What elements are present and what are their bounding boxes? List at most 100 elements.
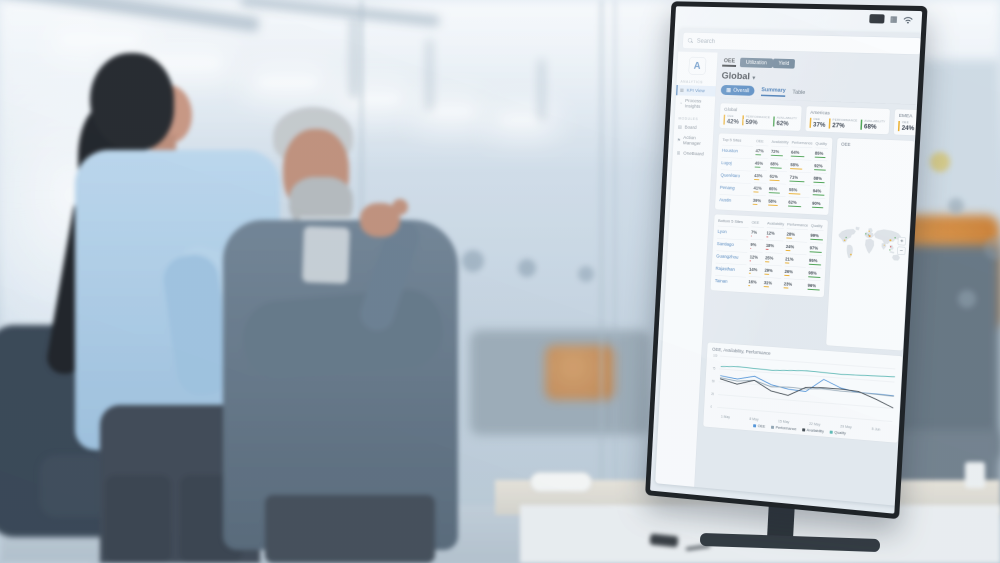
insights-icon: ◔ xyxy=(679,100,683,106)
x-tick-label: 5 Jun xyxy=(871,427,881,432)
cell-bar xyxy=(750,247,752,249)
site-link[interactable]: Querétaro xyxy=(720,169,752,182)
table-cell: 99% xyxy=(810,229,824,243)
kpi-metric-oee: OEE 24% xyxy=(897,120,915,132)
y-tick-label: 25 xyxy=(711,392,714,397)
kpi-metrics: OEE 42% Performance 59% Availability 62% xyxy=(723,114,798,128)
sidebar-item-label: Process Insights xyxy=(684,98,702,110)
site-link[interactable]: Houston xyxy=(721,144,753,157)
background-doorway xyxy=(920,60,1000,220)
main-content: OEE Utilization Yield Global ▾ ▦ Overall Su… xyxy=(695,53,923,506)
cell-bar xyxy=(808,263,822,266)
sidebar-item-action-manager[interactable]: ⚑ Action Manager xyxy=(673,132,713,149)
table-cell: 97% xyxy=(809,242,823,256)
site-link[interactable]: Rajasthan xyxy=(715,262,747,275)
tab-summary[interactable]: Summary xyxy=(761,86,786,97)
glass-dot xyxy=(462,250,484,272)
table-cell: 39% xyxy=(752,194,766,208)
sidebar-item-process-insights[interactable]: ◔ Process Insights xyxy=(675,95,715,112)
kpi-cards-row: Global OEE 42% Performance 59% Availability 62… xyxy=(718,102,923,139)
dashboard-window: Search A ANALYTICS ▦ KPI View ◔ Process Insi… xyxy=(655,27,923,507)
table-cell: 65% xyxy=(768,183,787,197)
cell-bar xyxy=(784,274,790,277)
kpi-region-label: Global xyxy=(723,106,738,113)
cell-value: 96% xyxy=(807,282,817,289)
table-cell: 85% xyxy=(814,147,829,161)
table-cell: 12% xyxy=(749,251,763,265)
cell-value: 16% xyxy=(748,279,757,285)
glass-dot-yellow xyxy=(930,152,950,172)
view-switcher-active[interactable]: OEE xyxy=(722,56,737,67)
table-cell: 29% xyxy=(764,264,782,279)
table-cell: 45% xyxy=(754,157,768,171)
tab-table[interactable]: Table xyxy=(792,89,805,95)
cell-value: 90% xyxy=(812,200,821,207)
wall-monitor: ▦ Search A ANALYTICS ▦ KPI xyxy=(645,1,928,520)
ceiling-pole xyxy=(540,60,543,120)
cell-value: 25% xyxy=(765,255,774,261)
map-marker-green[interactable] xyxy=(889,249,891,251)
site-link[interactable]: Penang xyxy=(719,181,751,194)
cell-value: 68% xyxy=(770,161,779,167)
legend-swatch xyxy=(829,430,833,434)
table-cell: 25% xyxy=(764,252,783,266)
chevron-down-icon[interactable]: ▾ xyxy=(752,74,756,81)
cell-value: 45% xyxy=(754,160,764,166)
cell-bar xyxy=(784,262,790,264)
kpi-metric-value: 27% xyxy=(832,121,845,130)
site-link[interactable]: Lyon xyxy=(717,225,749,238)
cell-bar xyxy=(753,191,759,193)
tab-overall[interactable]: ▦ Overall xyxy=(720,84,755,96)
site-link[interactable]: Austin xyxy=(718,194,751,207)
sidebar-item-oneboard[interactable]: ⊞ OneBoard xyxy=(673,148,713,160)
table-title: Top 5 Sites xyxy=(722,137,742,143)
site-link[interactable]: Tainan xyxy=(714,275,746,288)
view-button-yield[interactable]: Yield xyxy=(772,58,796,69)
table-cell: 96% xyxy=(807,279,821,294)
cell-bar xyxy=(749,260,752,262)
table-cell: 55% xyxy=(788,184,811,198)
cell-bar xyxy=(785,249,791,252)
tab-label: Summary xyxy=(761,86,786,94)
kpi-metric-oee: OEE 37% xyxy=(809,117,826,129)
kpi-grid-icon: ▦ xyxy=(679,87,685,93)
cell-value: 62% xyxy=(788,199,797,205)
map-zoom-controls: + − xyxy=(897,236,907,256)
man-lapel xyxy=(302,226,350,284)
cell-value: 29% xyxy=(764,267,773,274)
sites-table-bottom-5-sites: Bottom 5 Sites OEE Availability Performance… xyxy=(710,213,829,298)
sidebar-item-label: Action Manager xyxy=(682,134,701,147)
search-input[interactable]: Search xyxy=(682,32,922,55)
glass-dot xyxy=(578,266,594,282)
glass-edge xyxy=(600,0,603,500)
map-zoom-out-button[interactable]: − xyxy=(897,246,906,256)
tab-label: Overall xyxy=(733,87,750,94)
table-cell: 58% xyxy=(789,159,812,173)
site-link[interactable]: Guangzhou xyxy=(715,250,748,263)
site-link[interactable]: Santiago xyxy=(716,238,748,251)
x-tick-label: 15 May xyxy=(778,419,790,425)
sites-table-grid: Bottom 5 Sites OEE Availability Performance… xyxy=(714,218,824,294)
site-link[interactable]: Lugoj xyxy=(720,157,753,169)
kpi-card-americas: Americas OEE 37% Performance 27% Availability… xyxy=(804,105,891,135)
cell-value: 18% xyxy=(765,242,775,249)
map-zoom-in-button[interactable]: + xyxy=(897,236,907,246)
grid-icon: ▦ xyxy=(889,14,898,24)
view-button-utilization[interactable]: Utilization xyxy=(739,57,773,69)
cell-value: 92% xyxy=(814,163,823,169)
view-switcher: OEE Utilization Yield xyxy=(722,56,919,73)
glass-dot xyxy=(518,259,536,277)
cell-value: 65% xyxy=(768,186,778,192)
cell-value: 61% xyxy=(769,173,778,180)
cell-bar xyxy=(766,236,769,238)
site-tables-column: Top 5 Sites OEE Availability Performance Qua… xyxy=(707,132,834,346)
cell-value: 58% xyxy=(790,162,799,168)
table-cell: 18% xyxy=(765,239,784,254)
cell-value: 64% xyxy=(790,149,800,155)
cell-value: 43% xyxy=(754,173,763,179)
table-cell: 62% xyxy=(787,196,810,211)
table-cell: 95% xyxy=(808,254,823,269)
sidebar-section-label: MODULES xyxy=(678,116,699,122)
kpi-region-label: Americas xyxy=(810,109,830,116)
